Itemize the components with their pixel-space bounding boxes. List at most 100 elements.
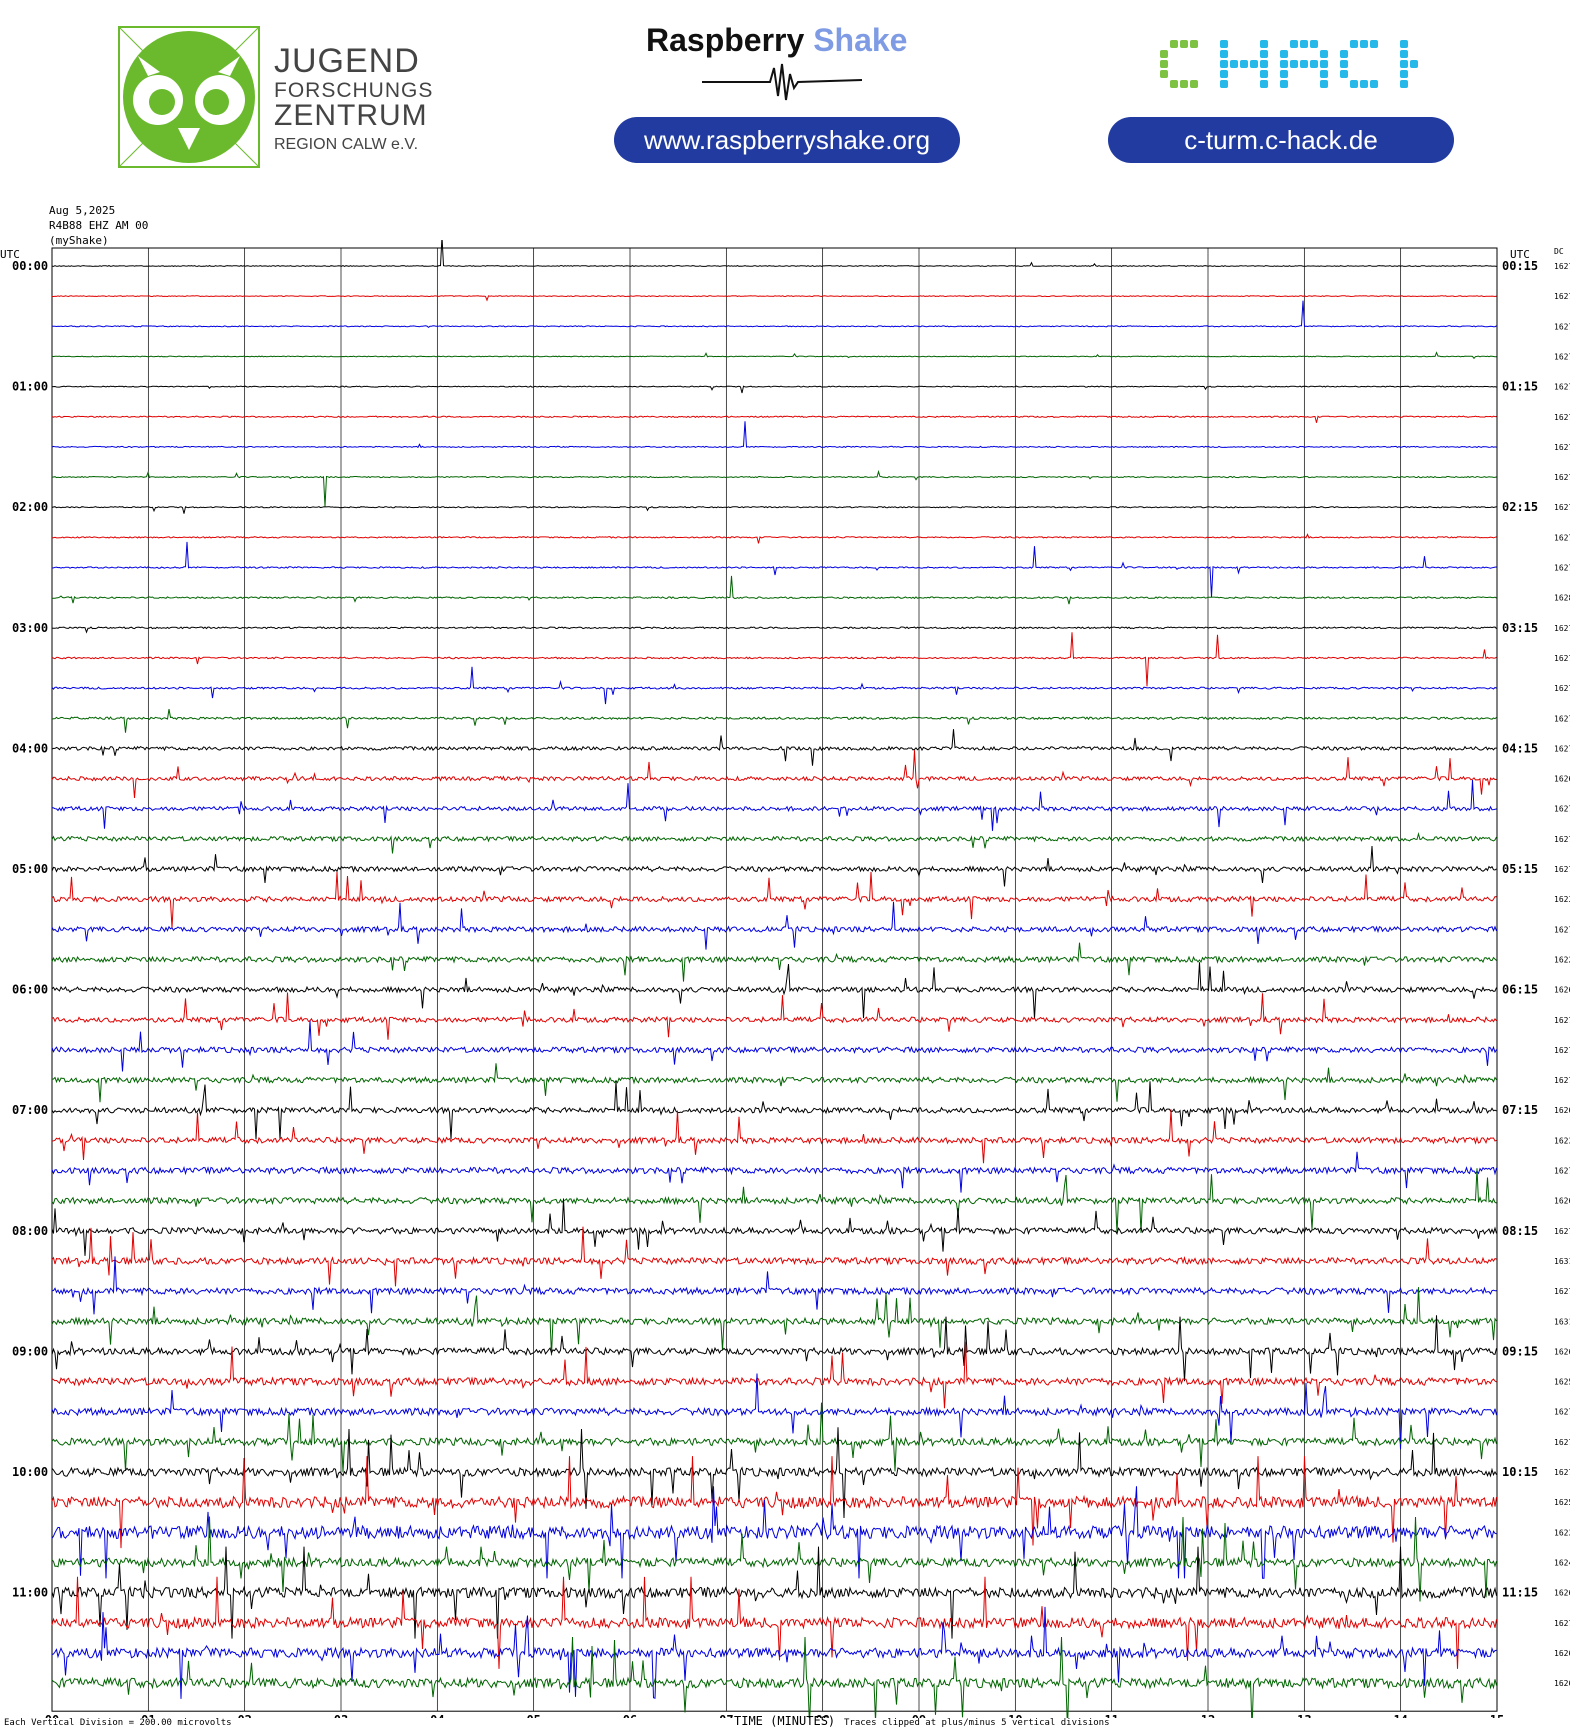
- right-hour-label: 04:15: [1502, 741, 1538, 755]
- dc-offset-label: 16271: [1554, 262, 1570, 271]
- x-tick-label: 06: [623, 1713, 637, 1718]
- chack-pixel: [1280, 80, 1288, 88]
- seismic-wave-icon: [702, 63, 862, 101]
- dc-offset-label: 16262: [1554, 1197, 1570, 1206]
- trace-row-23: [51, 942, 1497, 982]
- trace-row-11: [51, 575, 1497, 605]
- dc-offset-label: 16271: [1554, 1016, 1570, 1025]
- x-tick-label: 05: [526, 1713, 540, 1718]
- trace-row-38: [51, 1373, 1497, 1450]
- dc-offset-label: 16274: [1554, 473, 1570, 482]
- left-hour-label: 08:00: [12, 1224, 48, 1238]
- dc-offset-label: 16274: [1554, 564, 1570, 573]
- station-info: Aug 5,2025 R4B88 EHZ AM 00 (myShake): [49, 203, 148, 248]
- chack-pixel: [1220, 80, 1228, 88]
- trace-row-14: [51, 666, 1497, 705]
- chack-pixel: [1300, 40, 1308, 48]
- dc-offset-label: 16273: [1554, 503, 1570, 512]
- chack-pixel: [1220, 40, 1228, 48]
- x-tick-label: 03: [334, 1713, 348, 1718]
- right-hour-label: 00:15: [1502, 259, 1538, 273]
- chack-pixel: [1300, 60, 1308, 68]
- chack-pixel: [1320, 60, 1328, 68]
- trace-row-6: [51, 421, 1497, 449]
- right-hour-label: 02:15: [1502, 500, 1538, 514]
- trace-row-3: [51, 351, 1497, 360]
- trace-row-46: [51, 1606, 1497, 1699]
- dc-offset-label: 16289: [1554, 594, 1570, 603]
- trace-row-17: [51, 750, 1497, 799]
- x-tick-label: 09: [912, 1713, 926, 1718]
- x-tick-label: 02: [237, 1713, 251, 1718]
- chack-pixel: [1260, 70, 1268, 78]
- chack-pixel: [1310, 60, 1318, 68]
- jfz-line-2: FORSCHUNGS: [274, 79, 434, 102]
- right-hour-label: 10:15: [1502, 1465, 1538, 1479]
- dc-offset-label: 16236: [1554, 1136, 1570, 1145]
- trace-row-10: [51, 541, 1497, 598]
- x-tick-label: 13: [1297, 1713, 1311, 1718]
- chack-pixel: [1180, 80, 1188, 88]
- trace-row-43: [51, 1516, 1497, 1602]
- dc-offset-label: 16227: [1554, 955, 1570, 964]
- dc-offset-label: 16269: [1554, 775, 1570, 784]
- dc-offset-label: 16268: [1554, 986, 1570, 995]
- dc-offset-label: 16268: [1554, 1347, 1570, 1356]
- header-banner: JUGEND FORSCHUNGS ZENTRUM REGION CALW e.…: [0, 0, 1570, 200]
- chack-logo-icon: [1160, 40, 1418, 88]
- chack-pixel: [1260, 80, 1268, 88]
- trace-row-31: [51, 1168, 1497, 1234]
- chack-pixel: [1160, 60, 1168, 68]
- trace-row-42: [51, 1486, 1497, 1579]
- trace-row-39: [51, 1402, 1497, 1473]
- left-hour-label: 06:00: [12, 983, 48, 997]
- right-hour-label: 09:15: [1502, 1344, 1538, 1358]
- right-hour-label: 03:15: [1502, 621, 1538, 635]
- chack-pixel: [1400, 70, 1408, 78]
- chack-pixel: [1410, 60, 1418, 68]
- left-hour-label: 11:00: [12, 1586, 48, 1600]
- x-tick-label: 08: [815, 1713, 829, 1718]
- chack-pixel: [1370, 40, 1378, 48]
- trace-row-2: [51, 300, 1497, 329]
- dc-offset-label: 16273: [1554, 352, 1570, 361]
- chack-pixel: [1310, 40, 1318, 48]
- trace-row-35: [51, 1287, 1497, 1356]
- dc-offset-label: 16271: [1554, 1287, 1570, 1296]
- chack-pixel: [1360, 40, 1368, 48]
- x-tick-label: 10: [1008, 1713, 1022, 1718]
- jfz-line-3: ZENTRUM: [274, 99, 428, 132]
- chack-pixel: [1340, 70, 1348, 78]
- chack-pixel: [1220, 70, 1228, 78]
- dc-offset-label: 16272: [1554, 1227, 1570, 1236]
- chack-pixel: [1320, 50, 1328, 58]
- trace-row-13: [51, 632, 1497, 687]
- chack-pixel: [1260, 50, 1268, 58]
- trace-row-40: [51, 1427, 1497, 1519]
- trace-row-1: [52, 295, 1497, 302]
- chack-pixel: [1170, 40, 1178, 48]
- label-layer: UTC UTC DC 16271 00:00 00:15 16271 16273 16273 16…: [0, 247, 1570, 1718]
- chack-url-link[interactable]: c-turm.c-hack.de: [1108, 117, 1454, 163]
- dc-offset-label: 16262: [1554, 1589, 1570, 1598]
- chack-pixel: [1280, 50, 1288, 58]
- trace-row-28: [51, 1081, 1497, 1140]
- trace-row-37: [51, 1341, 1497, 1409]
- x-tick-label: 11: [1104, 1713, 1118, 1718]
- x-tick-label: 07: [719, 1713, 733, 1718]
- x-tick-label: 12: [1201, 1713, 1215, 1718]
- dc-offset-label: 16274: [1554, 865, 1570, 874]
- dc-offset-label: 16312: [1554, 1257, 1570, 1266]
- chack-pixel: [1240, 60, 1248, 68]
- chack-pixel: [1160, 50, 1168, 58]
- dc-offset-label: 16278: [1554, 1076, 1570, 1085]
- trace-row-12: [51, 626, 1497, 634]
- chack-pixel: [1280, 70, 1288, 78]
- jfz-wordmark: JUGEND FORSCHUNGS ZENTRUM REGION CALW e.…: [274, 44, 433, 153]
- raspberryshake-url-link[interactable]: www.raspberryshake.org: [614, 117, 960, 163]
- right-hour-label: 08:15: [1502, 1224, 1538, 1238]
- chack-pixel: [1340, 60, 1348, 68]
- dc-offset-label: 16278: [1554, 925, 1570, 934]
- right-hour-label: 07:15: [1502, 1103, 1538, 1117]
- dc-offset-label: 16278: [1554, 1438, 1570, 1447]
